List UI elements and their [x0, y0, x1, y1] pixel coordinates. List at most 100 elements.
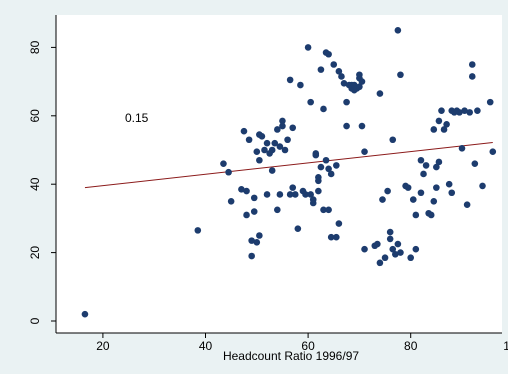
data-point: [302, 191, 309, 198]
data-point: [392, 251, 399, 258]
x-tick-label: 40: [199, 339, 213, 353]
y-tick-label: 60: [28, 109, 42, 123]
data-point: [279, 117, 286, 125]
data-point: [358, 122, 366, 130]
data-point: [461, 107, 468, 114]
data-point: [417, 156, 425, 164]
data-point: [376, 90, 384, 97]
data-point: [289, 124, 297, 132]
data-point: [248, 237, 255, 244]
data-point: [253, 239, 261, 246]
axes: 20 40 60 80 100 0 20 40 60 80: [28, 15, 508, 353]
data-point: [356, 83, 363, 91]
data-point: [274, 126, 281, 133]
x-tick-label: 80: [404, 339, 418, 353]
data-point: [397, 249, 404, 256]
data-point: [361, 148, 368, 156]
data-point: [463, 201, 471, 209]
y-tick-label: 0: [28, 317, 42, 324]
data-point: [261, 146, 268, 154]
x-axis-title: Headcount Ratio 1996/97: [223, 349, 359, 363]
data-point: [412, 211, 420, 219]
y-tick-label: 20: [28, 246, 42, 260]
data-point: [81, 310, 89, 318]
data-point: [268, 167, 276, 174]
data-point: [443, 121, 450, 128]
data-point: [291, 191, 299, 198]
data-point: [335, 68, 343, 75]
data-point: [386, 228, 394, 236]
data-point: [315, 187, 322, 195]
data-point: [227, 198, 235, 205]
data-point: [320, 105, 327, 113]
data-point: [286, 191, 294, 198]
data-point: [448, 189, 456, 197]
data-point: [474, 107, 481, 114]
data-point: [250, 194, 258, 202]
data-point: [253, 148, 261, 156]
data-point: [407, 254, 415, 262]
data-point: [243, 211, 250, 219]
data-point: [284, 136, 291, 144]
data-point: [330, 61, 338, 68]
data-point: [456, 109, 463, 116]
data-point: [404, 184, 412, 191]
data-point: [317, 163, 325, 171]
data-point: [440, 126, 448, 133]
data-point: [394, 27, 402, 34]
data-point: [358, 78, 366, 85]
data-point: [274, 206, 281, 214]
data-point: [281, 146, 289, 154]
data-point: [381, 254, 389, 262]
data-point: [486, 98, 494, 106]
data-point: [479, 182, 486, 190]
data-point: [386, 235, 394, 243]
data-point: [438, 107, 445, 114]
data-point: [394, 240, 402, 248]
data-point: [294, 225, 302, 232]
y-tick-label: 40: [28, 177, 42, 191]
y-tick-label: 80: [28, 40, 42, 54]
data-point: [458, 144, 466, 152]
data-point: [238, 186, 245, 193]
data-point: [307, 98, 314, 106]
data-point: [286, 76, 294, 84]
data-point: [263, 139, 271, 147]
data-point: [220, 160, 227, 167]
data-point: [489, 148, 497, 156]
annotation-label: 0.15: [125, 111, 149, 125]
data-point: [250, 208, 258, 215]
data-point: [240, 127, 248, 135]
data-point: [445, 180, 453, 188]
data-point: [376, 259, 384, 267]
data-point: [243, 187, 250, 195]
data-point: [433, 163, 440, 171]
data-point: [343, 122, 350, 130]
data-point: [245, 136, 253, 144]
data-point: [435, 158, 443, 166]
data-point: [268, 146, 276, 154]
data-point: [276, 191, 284, 198]
data-point: [258, 133, 266, 140]
data-point: [271, 139, 279, 147]
data-point: [279, 122, 286, 130]
data-point: [327, 233, 335, 241]
data-point: [374, 240, 381, 248]
data-point: [389, 136, 397, 144]
data-point: [333, 233, 340, 241]
x-tick-label: 60: [301, 339, 315, 353]
data-point: [335, 220, 343, 227]
data-point: [412, 245, 420, 253]
data-point: [433, 184, 440, 191]
data-point: [333, 162, 340, 169]
data-point: [384, 187, 391, 195]
data-point: [256, 156, 263, 164]
fit-line-group: [84, 141, 493, 189]
data-point: [468, 61, 476, 68]
data-point: [430, 198, 438, 205]
data-point: [194, 227, 202, 234]
data-point: [325, 165, 332, 173]
points-group: [81, 27, 497, 318]
data-point: [276, 143, 284, 150]
data-point: [320, 206, 327, 214]
